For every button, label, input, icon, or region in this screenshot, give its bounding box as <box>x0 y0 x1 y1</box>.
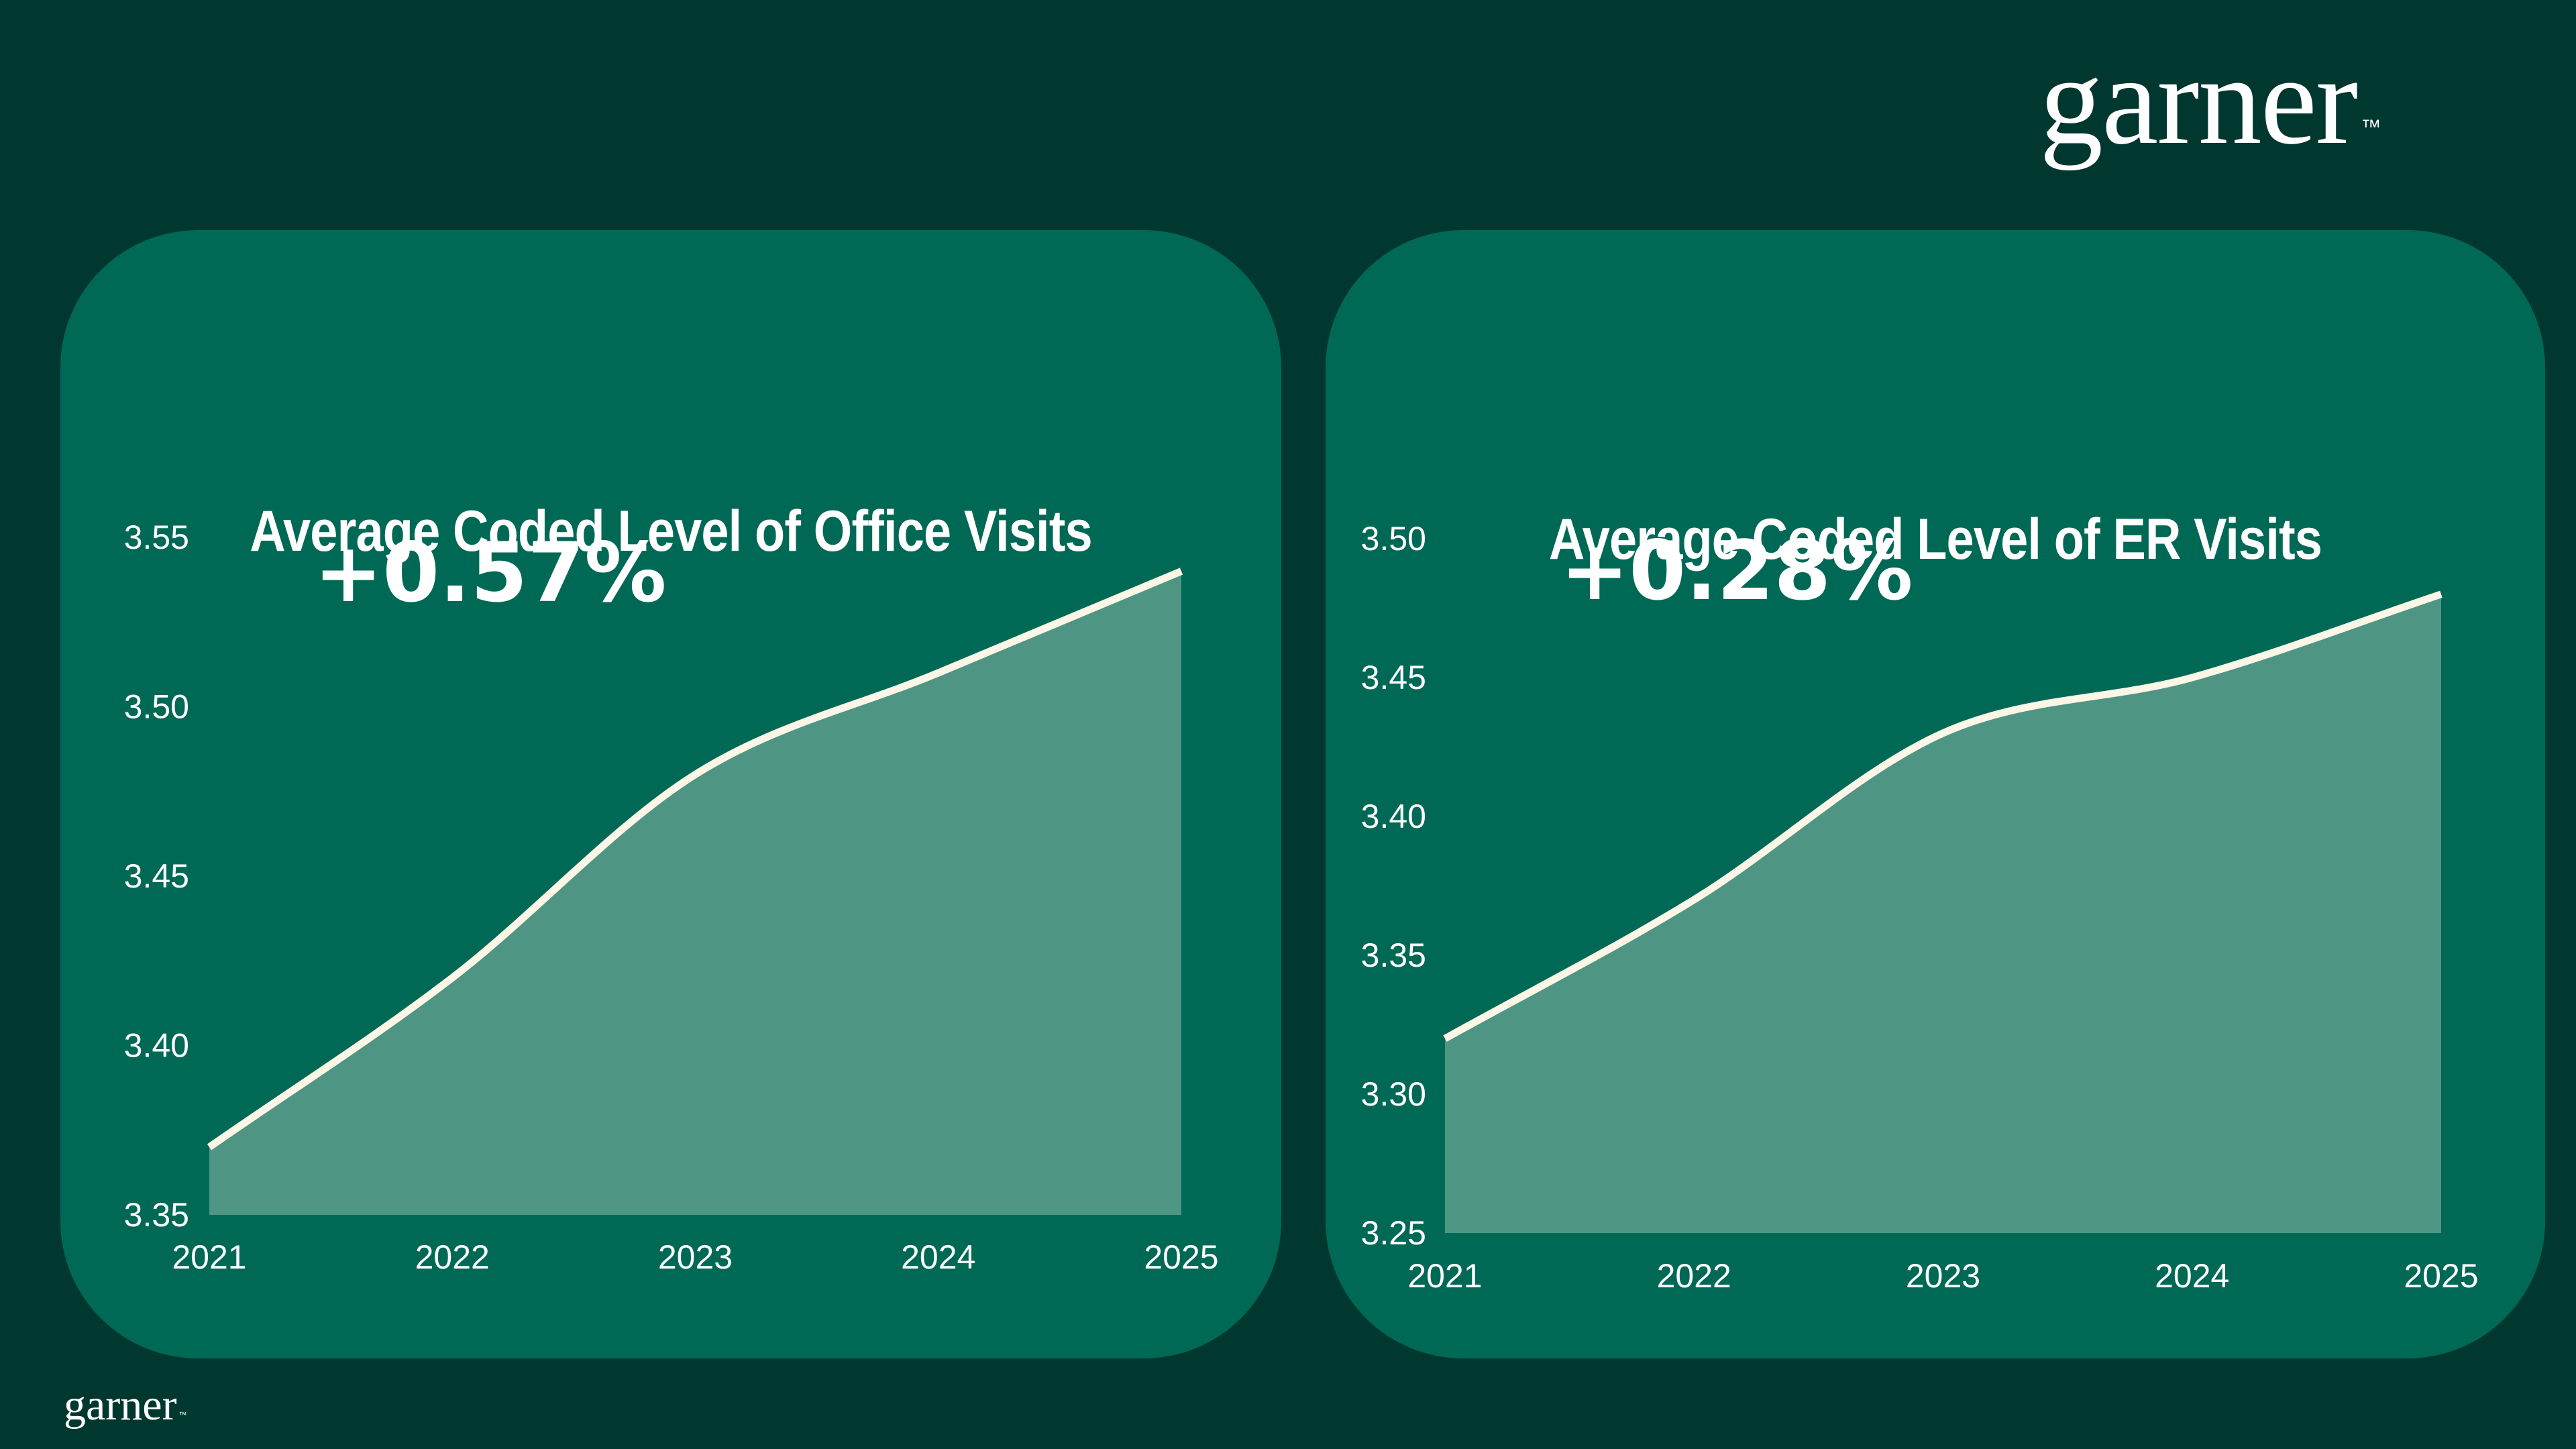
footer-trademark-symbol: ™ <box>178 1410 187 1419</box>
er-visits-chart: 3.25 3.30 3.35 3.40 3.45 3.50 2021 2022 2023 2024… <box>1361 520 2479 1295</box>
er-x-tick-label: 2025 <box>2404 1257 2478 1295</box>
footer-logo-text: garner <box>64 1381 177 1430</box>
office-x-tick-label: 2022 <box>415 1238 490 1276</box>
garner-footer-logo: garner ™ <box>64 1381 187 1430</box>
logo-text: garner <box>2039 30 2358 171</box>
office-y-tick-label: 3.35 <box>124 1196 189 1234</box>
office-change-annotation: +0.57% <box>314 525 666 621</box>
office-visits-chart-panel: Average Coded Level of Office Visits 3.3… <box>60 230 1281 1358</box>
office-x-tick-label: 2021 <box>172 1238 246 1276</box>
er-y-tick-label: 3.40 <box>1361 798 1426 835</box>
er-visits-chart-title: Average Coded Level of ER Visits <box>1548 507 2322 572</box>
er-y-tick-label: 3.50 <box>1361 520 1426 557</box>
er-x-tick-label: 2021 <box>1407 1257 1482 1295</box>
office-x-tick-label: 2023 <box>658 1238 733 1276</box>
garner-logo: garner ™ <box>2039 37 2381 164</box>
er-y-tick-label: 3.45 <box>1361 659 1426 696</box>
office-x-tick-label: 2025 <box>1144 1238 1218 1276</box>
er-y-tick-label: 3.25 <box>1361 1214 1426 1252</box>
office-y-tick-label: 3.50 <box>124 688 189 726</box>
office-area-fill <box>209 571 1181 1215</box>
office-visits-chart-title: Average Coded Level of Office Visits <box>250 499 1092 564</box>
er-change-annotation: +0.28% <box>1560 523 1913 619</box>
er-y-tick-label: 3.35 <box>1361 936 1426 974</box>
er-x-tick-label: 2023 <box>1906 1257 1980 1295</box>
er-y-tick-label: 3.30 <box>1361 1075 1426 1113</box>
office-y-tick-label: 3.40 <box>124 1027 189 1065</box>
er-series-line <box>1443 590 2443 1042</box>
trademark-symbol: ™ <box>2361 116 2381 138</box>
office-y-tick-label: 3.45 <box>124 857 189 895</box>
office-y-tick-label: 3.55 <box>124 519 189 556</box>
office-visits-chart: 3.35 3.40 3.45 3.50 3.55 2021 2022 2023 2024 2025… <box>124 519 1219 1276</box>
er-visits-chart-panel: Average Coded Level of ER Visits 3.25 3.3… <box>1326 230 2545 1358</box>
office-series-line <box>207 568 1183 1150</box>
er-x-tick-label: 2022 <box>1657 1257 1731 1295</box>
office-x-tick-label: 2024 <box>901 1238 975 1276</box>
er-x-tick-label: 2024 <box>2155 1257 2229 1295</box>
er-area-fill <box>1445 594 2441 1233</box>
